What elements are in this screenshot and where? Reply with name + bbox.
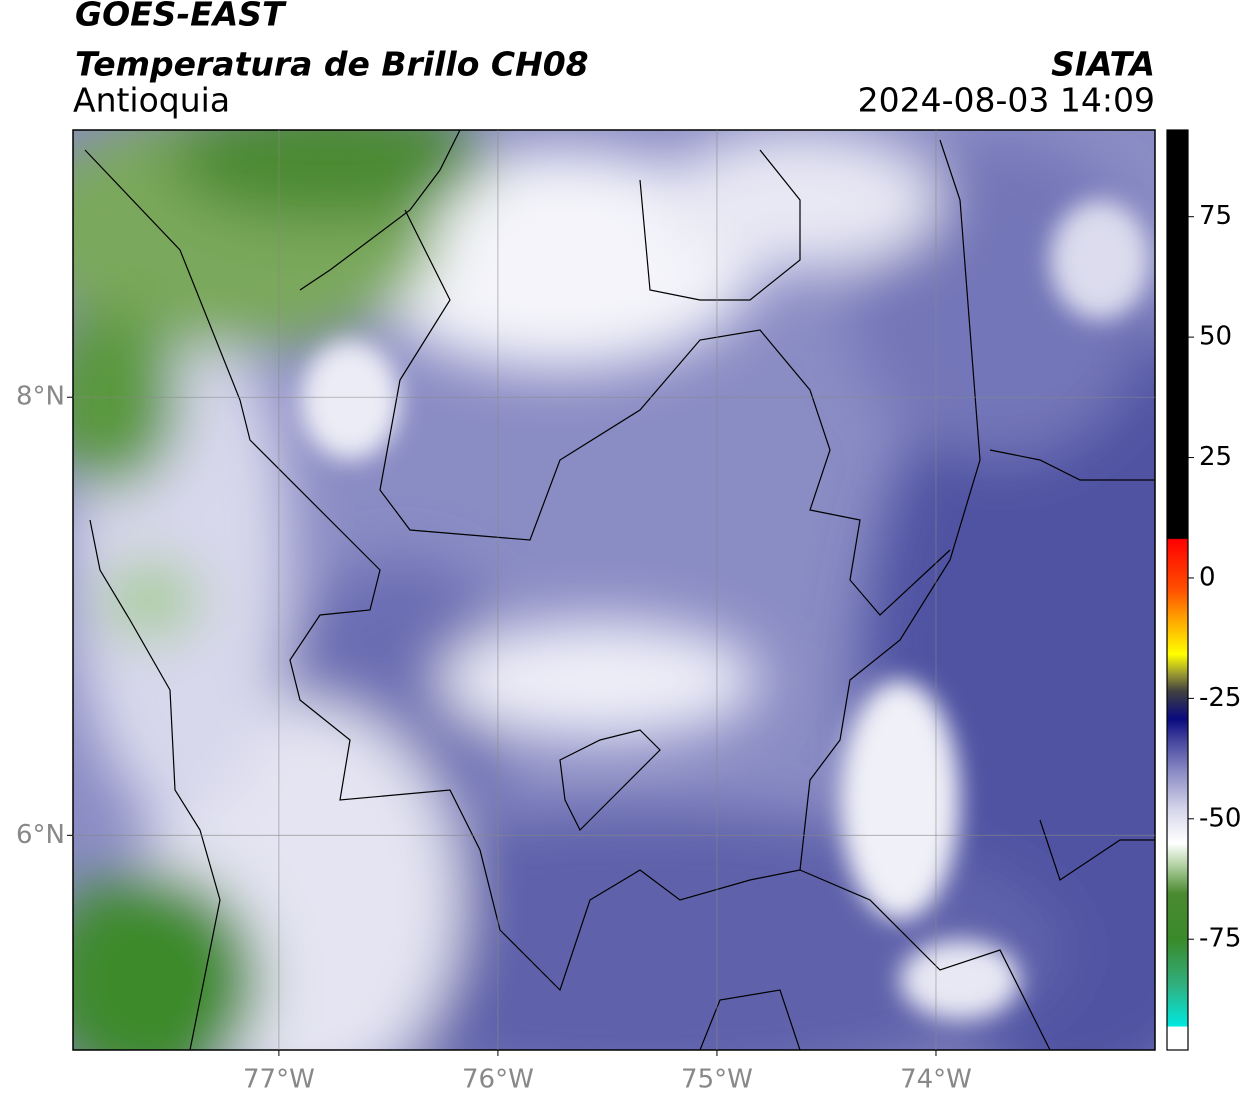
region: Antioquia	[73, 81, 230, 120]
colorbar	[1166, 129, 1189, 1051]
x-tick-label: 74°W	[900, 1065, 972, 1095]
title: GOES-EAST	[75, 0, 287, 34]
boundaries	[84, 130, 1155, 1050]
x-tick-label: 75°W	[681, 1065, 753, 1095]
colorbar-tick-label: -25	[1199, 683, 1241, 713]
map-frame	[72, 129, 1156, 1051]
subtitle: Temperatura de Brillo CH08	[75, 45, 589, 84]
colorbar-tick-label: -50	[1199, 803, 1241, 833]
colorbar-tick-label: 75	[1199, 201, 1232, 231]
colorbar-tick-label: 50	[1199, 322, 1232, 352]
y-tick-label: 8°N	[16, 382, 65, 412]
x-tick-label: 77°W	[243, 1065, 315, 1095]
source: SIATA	[1051, 45, 1155, 84]
colorbar-tick-label: 0	[1199, 562, 1216, 592]
colorbar-tick-label: 25	[1199, 442, 1232, 472]
datetime: 2024-08-03 14:09	[858, 81, 1155, 120]
y-tick-label: 6°N	[16, 820, 65, 850]
map-field	[73, 130, 1155, 1050]
x-tick-label: 76°W	[462, 1065, 534, 1095]
colorbar-tick-label: -75	[1199, 924, 1241, 954]
